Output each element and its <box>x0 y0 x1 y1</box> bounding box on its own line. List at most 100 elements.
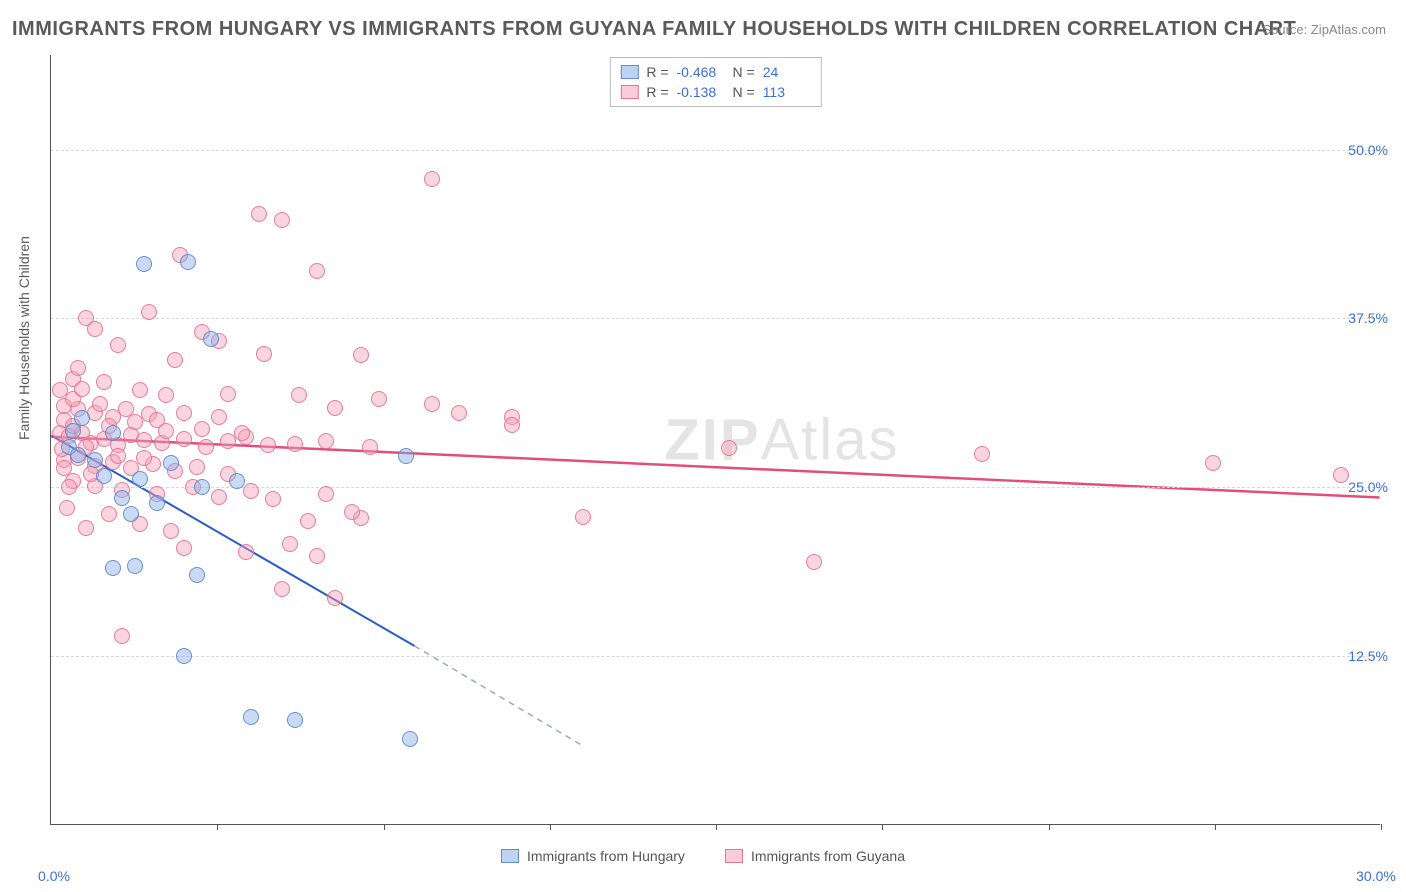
scatter-point <box>163 523 179 539</box>
scatter-point <box>56 460 72 476</box>
correlation-legend: R = -0.468 N = 24 R = -0.138 N = 113 <box>609 57 821 107</box>
scatter-point <box>105 425 121 441</box>
r-label: R = <box>646 82 668 102</box>
trend-line <box>414 646 582 746</box>
chart-title: IMMIGRANTS FROM HUNGARY VS IMMIGRANTS FR… <box>12 18 1296 41</box>
scatter-point <box>167 352 183 368</box>
scatter-point <box>78 520 94 536</box>
scatter-point <box>163 455 179 471</box>
n-label: N = <box>733 82 755 102</box>
scatter-point <box>265 491 281 507</box>
source-prefix: Source: <box>1262 22 1310 37</box>
scatter-point <box>504 417 520 433</box>
x-axis-min-label: 0.0% <box>38 868 70 884</box>
scatter-point <box>229 473 245 489</box>
scatter-point <box>87 321 103 337</box>
scatter-point <box>189 459 205 475</box>
scatter-point <box>220 386 236 402</box>
scatter-point <box>141 304 157 320</box>
scatter-point <box>101 506 117 522</box>
scatter-point <box>127 558 143 574</box>
source-label: Source: ZipAtlas.com <box>1262 22 1386 37</box>
scatter-point <box>96 374 112 390</box>
scatter-point <box>149 495 165 511</box>
scatter-point <box>194 421 210 437</box>
scatter-point <box>158 387 174 403</box>
scatter-point <box>1333 467 1349 483</box>
scatter-point <box>132 382 148 398</box>
swatch-blue-icon <box>501 849 519 863</box>
scatter-point <box>110 448 126 464</box>
x-tick-mark <box>217 824 218 830</box>
scatter-point <box>176 431 192 447</box>
y-tick-label: 37.5% <box>1348 310 1388 326</box>
legend-label: Immigrants from Hungary <box>527 848 685 864</box>
x-tick-mark <box>550 824 551 830</box>
scatter-point <box>1205 455 1221 471</box>
n-value: 113 <box>763 82 811 102</box>
scatter-point <box>176 648 192 664</box>
scatter-point <box>136 432 152 448</box>
scatter-point <box>132 471 148 487</box>
n-value: 24 <box>763 62 811 82</box>
scatter-point <box>424 396 440 412</box>
r-value: -0.468 <box>677 62 725 82</box>
x-tick-mark <box>1049 824 1050 830</box>
scatter-point <box>243 709 259 725</box>
x-tick-mark <box>1215 824 1216 830</box>
scatter-point <box>300 513 316 529</box>
scatter-point <box>203 331 219 347</box>
scatter-point <box>327 590 343 606</box>
scatter-point <box>198 439 214 455</box>
scatter-point <box>114 490 130 506</box>
scatter-point <box>353 347 369 363</box>
r-value: -0.138 <box>677 82 725 102</box>
scatter-point <box>176 540 192 556</box>
y-axis-label: Family Households with Children <box>16 236 32 440</box>
scatter-point <box>180 254 196 270</box>
scatter-point <box>127 414 143 430</box>
scatter-point <box>362 439 378 455</box>
source-name: ZipAtlas.com <box>1311 22 1386 37</box>
scatter-point <box>211 409 227 425</box>
scatter-point <box>282 536 298 552</box>
scatter-point <box>398 448 414 464</box>
x-tick-mark <box>716 824 717 830</box>
scatter-point <box>158 423 174 439</box>
swatch-pink-icon <box>725 849 743 863</box>
scatter-point <box>327 400 343 416</box>
scatter-point <box>424 171 440 187</box>
scatter-point <box>136 450 152 466</box>
x-tick-mark <box>882 824 883 830</box>
scatter-point <box>451 405 467 421</box>
gridline-horizontal <box>51 318 1380 319</box>
legend-item-hungary: Immigrants from Hungary <box>501 848 685 864</box>
r-label: R = <box>646 62 668 82</box>
scatter-point <box>61 479 77 495</box>
legend-row-guyana: R = -0.138 N = 113 <box>620 82 810 102</box>
scatter-point <box>318 486 334 502</box>
legend-label: Immigrants from Guyana <box>751 848 905 864</box>
scatter-point <box>371 391 387 407</box>
scatter-point <box>721 440 737 456</box>
scatter-point <box>92 396 108 412</box>
y-tick-label: 12.5% <box>1348 648 1388 664</box>
scatter-point <box>243 483 259 499</box>
legend-row-hungary: R = -0.468 N = 24 <box>620 62 810 82</box>
chart-plot-area: R = -0.468 N = 24 R = -0.138 N = 113 ZIP… <box>50 55 1380 825</box>
scatter-point <box>96 468 112 484</box>
scatter-point <box>238 544 254 560</box>
y-tick-label: 25.0% <box>1348 479 1388 495</box>
scatter-point <box>194 479 210 495</box>
scatter-point <box>251 206 267 222</box>
scatter-point <box>105 560 121 576</box>
scatter-point <box>74 410 90 426</box>
scatter-point <box>806 554 822 570</box>
x-tick-mark <box>384 824 385 830</box>
scatter-point <box>211 489 227 505</box>
scatter-point <box>274 212 290 228</box>
scatter-point <box>974 446 990 462</box>
scatter-point <box>110 337 126 353</box>
scatter-point <box>287 436 303 452</box>
n-label: N = <box>733 62 755 82</box>
